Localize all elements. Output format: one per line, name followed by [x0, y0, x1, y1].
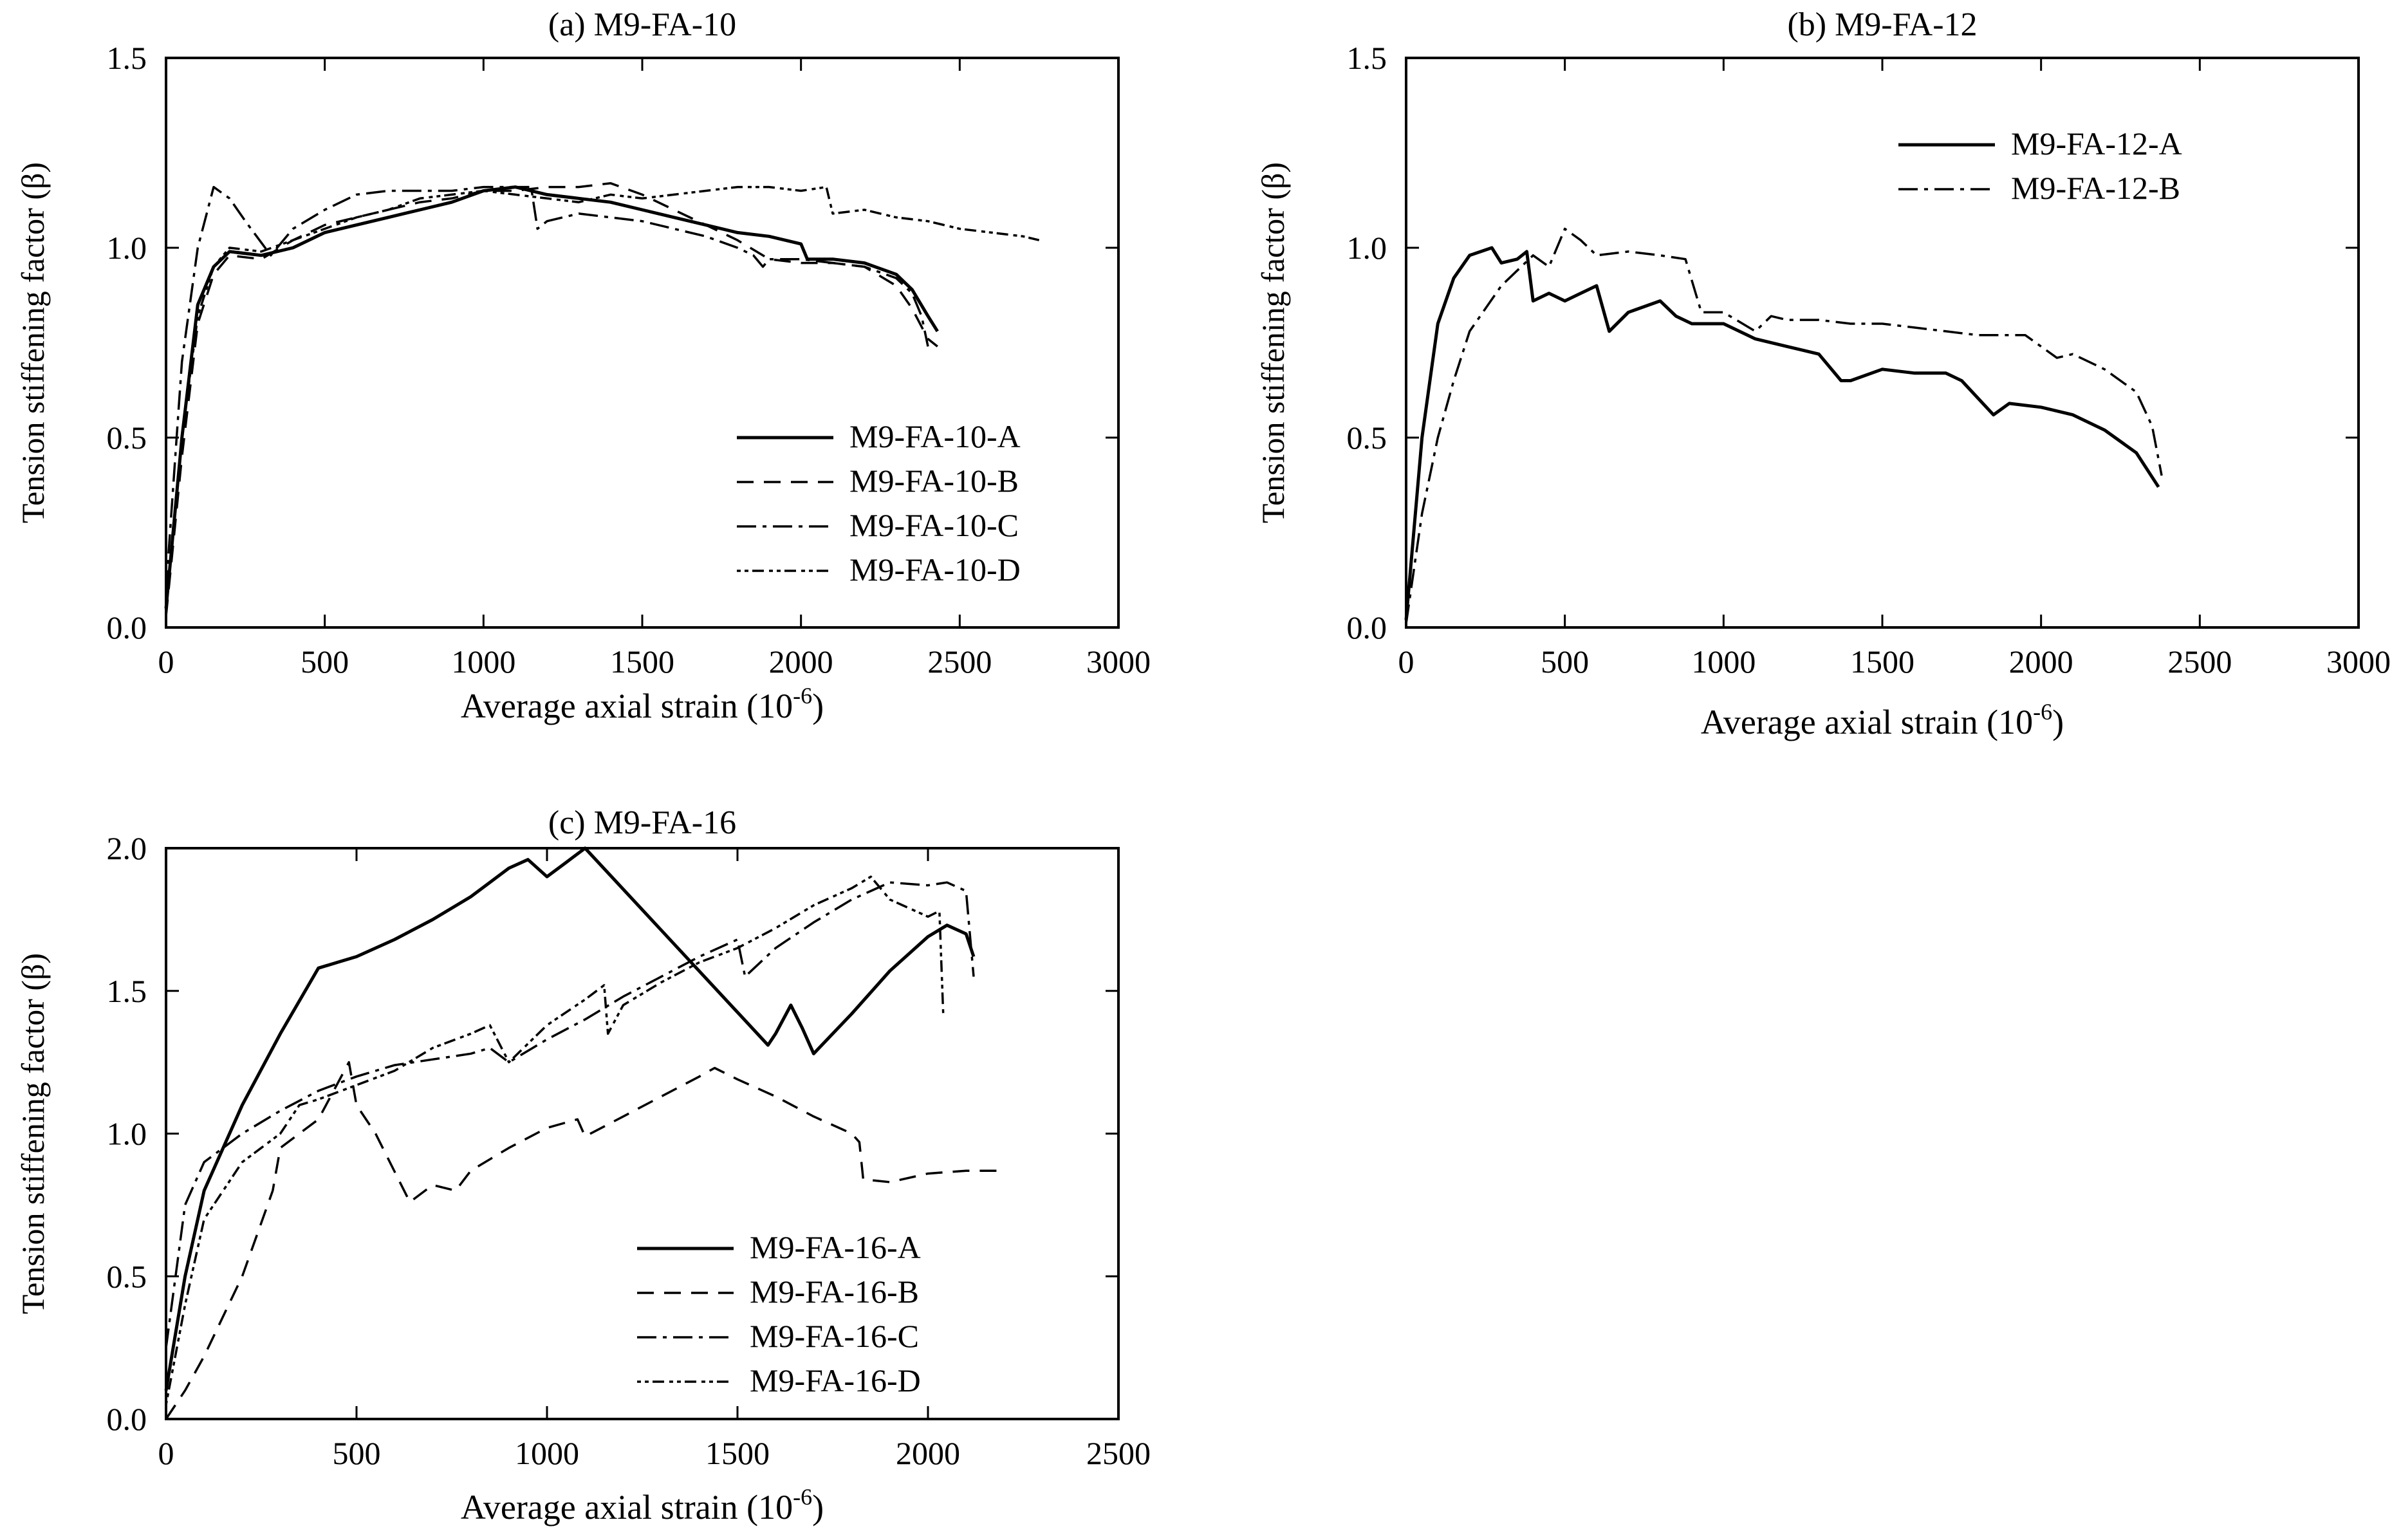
x-tick-label: 2000	[769, 644, 833, 680]
x-axis-label: Average axial strain (10-6)	[461, 683, 824, 725]
legend-label: M9-FA-10-C	[849, 507, 1019, 543]
series-line-m9-fa-12-a	[1404, 246, 2160, 620]
plot-frame	[165, 847, 1120, 1420]
y-tick-label: 0.0	[107, 1401, 147, 1437]
series-line-m9-fa-10-b	[165, 181, 938, 617]
legend-label: M9-FA-12-B	[2011, 170, 2180, 206]
legend-label: M9-FA-10-D	[849, 552, 1021, 588]
legend-label: M9-FA-16-D	[750, 1362, 921, 1398]
x-tick-label: 3000	[1086, 644, 1151, 680]
x-tick-label: 1500	[1850, 644, 1914, 680]
y-tick-label: 1.0	[107, 230, 147, 266]
chart-title: (b) M9-FA-12	[1787, 6, 1977, 43]
chart-title: (a) M9-FA-10	[548, 6, 736, 43]
x-tick-label: 2500	[927, 644, 992, 680]
series-line-m9-fa-12-b	[1405, 227, 2163, 624]
x-tick-label: 500	[1541, 644, 1589, 680]
plot-frame	[1405, 57, 2360, 629]
legend-label: M9-FA-12-A	[2011, 125, 2182, 162]
legend-label: M9-FA-10-B	[849, 463, 1019, 499]
x-tick-label: 500	[301, 644, 349, 680]
x-tick-label: 1000	[451, 644, 515, 680]
series-line-m9-fa-16-d	[165, 875, 945, 1405]
legend-label: M9-FA-10-A	[849, 418, 1021, 454]
y-tick-label: 1.5	[107, 973, 147, 1009]
x-tick-label: 1000	[515, 1435, 579, 1471]
y-tick-label: 0.5	[1347, 420, 1387, 456]
x-axis-label: Average axial strain (10-6)	[1701, 699, 2064, 741]
y-tick-label: 1.5	[1347, 40, 1387, 76]
series-line-m9-fa-16-b	[165, 1061, 1005, 1420]
y-tick-label: 0.0	[107, 609, 147, 645]
x-axis-label: Average axial strain (10-6)	[461, 1484, 824, 1526]
x-tick-label: 500	[333, 1435, 381, 1471]
legend-label: M9-FA-16-C	[750, 1318, 919, 1354]
x-tick-label: 2000	[2009, 644, 2073, 680]
chart-title: (c) M9-FA-16	[548, 804, 736, 841]
y-tick-label: 1.0	[107, 1116, 147, 1152]
x-tick-label: 1500	[610, 644, 674, 680]
x-tick-label: 3000	[2326, 644, 2391, 680]
x-tick-label: 0	[158, 644, 174, 680]
series-line-m9-fa-10-d	[165, 185, 1040, 609]
x-tick-label: 0	[1398, 644, 1414, 680]
y-tick-label: 1.5	[107, 40, 147, 76]
legend-label: M9-FA-16-A	[750, 1229, 921, 1265]
chart-c: (c) M9-FA-16 0 500 1000 1500 2000 2500 0.0 0.5 1.…	[15, 804, 1151, 1526]
y-axis-label: Tension stiffening factor (β)	[15, 953, 51, 1314]
series-line-m9-fa-10-a	[164, 185, 939, 609]
legend-label: M9-FA-16-B	[750, 1274, 919, 1310]
x-tick-label: 2500	[2167, 644, 2232, 680]
series-line-m9-fa-16-a	[164, 846, 976, 1391]
chart-b: (b) M9-FA-12 0 500 1000 1500 2000 2500 3000 0.0 0…	[1255, 6, 2391, 741]
series-line-m9-fa-10-c	[165, 185, 929, 590]
y-tick-label: 2.0	[107, 830, 147, 866]
y-tick-label: 0.0	[1347, 609, 1387, 645]
y-axis-label: Tension stiffening factor (β)	[1255, 162, 1291, 523]
x-tick-label: 0	[158, 1435, 174, 1471]
y-tick-label: 0.5	[107, 1258, 147, 1294]
y-axis-label: Tension stiffening factor (β)	[15, 162, 51, 523]
x-tick-label: 2500	[1086, 1435, 1151, 1471]
x-tick-label: 2000	[896, 1435, 960, 1471]
y-tick-label: 1.0	[1347, 230, 1387, 266]
y-tick-label: 0.5	[107, 420, 147, 456]
x-tick-label: 1500	[705, 1435, 770, 1471]
chart-a: (a) M9-FA-10 0 500 1000 1500 2000 2500 3000 0.0 0…	[15, 6, 1151, 725]
x-tick-label: 1000	[1691, 644, 1756, 680]
